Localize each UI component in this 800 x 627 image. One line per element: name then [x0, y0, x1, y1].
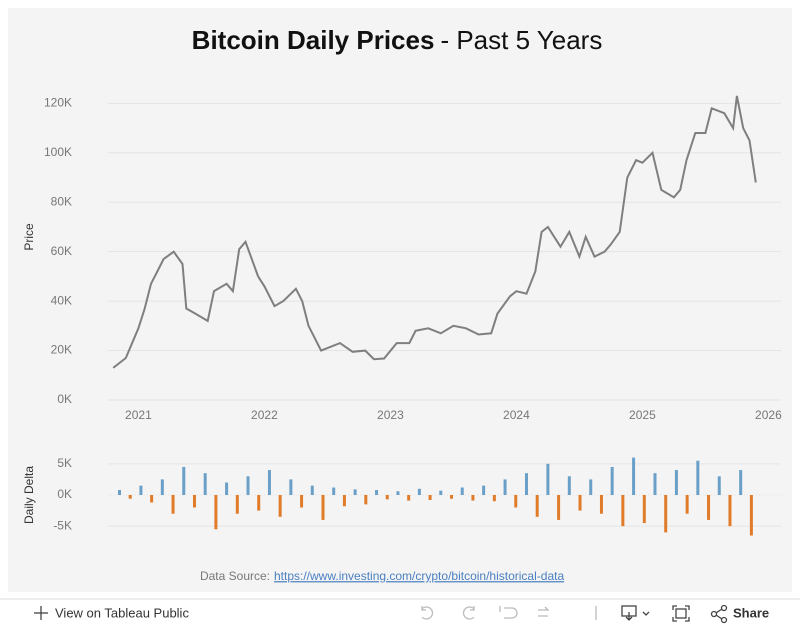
y-tick-label: 0K: [57, 487, 72, 501]
delta-bar: [482, 485, 486, 495]
delta-bar: [546, 463, 550, 495]
delta-bar: [150, 495, 154, 503]
delta-bar: [192, 495, 196, 508]
delta-bar: [471, 495, 475, 501]
source-label: Data Source:: [200, 569, 270, 583]
delta-bar: [557, 495, 561, 520]
delta-bar: [118, 490, 121, 495]
y-tick-label: 60K: [51, 244, 72, 258]
delta-bar: [610, 466, 614, 495]
delta-bar: [664, 495, 668, 533]
delta-bar: [171, 495, 175, 514]
delta-bar: [160, 479, 164, 495]
delta-bar: [321, 495, 325, 520]
x-tick-label: 2023: [377, 408, 404, 422]
source-link[interactable]: https://www.investing.com/crypto/bitcoin…: [274, 569, 564, 583]
delta-bar: [300, 495, 304, 508]
delta-bar: [289, 479, 293, 495]
delta-bar: [257, 495, 261, 511]
delta-bar: [578, 495, 582, 511]
delta-bar: [535, 495, 539, 517]
delta-bar: [385, 495, 389, 500]
delta-bar: [567, 476, 571, 495]
delta-bar: [332, 487, 336, 495]
delta-bar: [407, 495, 411, 501]
share-link[interactable]: Share: [733, 605, 769, 620]
delta-bar: [696, 460, 700, 495]
y-tick-label: 5K: [57, 456, 72, 470]
delta-bar: [182, 466, 186, 495]
delta-bar: [342, 495, 346, 507]
title: Bitcoin Daily Prices - Past 5 Years: [192, 25, 603, 55]
delta-bar: [139, 485, 143, 495]
y-tick-label: 40K: [51, 293, 72, 307]
delta-bar: [396, 491, 400, 495]
delta-bar: [632, 457, 636, 495]
delta-bar: [739, 470, 743, 495]
delta-bar: [235, 495, 239, 514]
delta-bar: [621, 495, 625, 527]
price-line: [112, 95, 757, 369]
download-icon[interactable]: [621, 605, 650, 621]
delta-bar: [674, 470, 678, 495]
delta-bar: [310, 485, 314, 495]
y-tick-label: 0K: [57, 392, 72, 406]
delta-bar: [707, 495, 711, 520]
y-tick-label: 20K: [51, 343, 72, 357]
delta-bar: [589, 479, 593, 495]
delta-bar: [278, 495, 282, 517]
y-axis-title: Price: [22, 223, 36, 251]
dashboard-bg: [8, 8, 792, 592]
chart-subtitle: - Past 5 Years: [440, 25, 602, 55]
delta-bar: [653, 473, 657, 495]
delta-bar: [728, 495, 732, 527]
delta-bar: [364, 495, 368, 505]
delta-bar: [214, 495, 218, 530]
delta-bar: [267, 470, 271, 495]
delta-bar: [225, 482, 229, 495]
toolbar-icons: [421, 606, 597, 620]
delta-bar: [353, 489, 357, 495]
delta-bar: [460, 487, 464, 495]
delta-bar: [428, 495, 432, 500]
delta-bar: [417, 488, 421, 495]
x-tick-label: 2025: [629, 408, 656, 422]
x-tick-label: 2022: [251, 408, 278, 422]
y-tick-label: 100K: [44, 145, 72, 159]
delta-bar: [503, 479, 507, 495]
tableau-icon[interactable]: [34, 606, 48, 620]
fullscreen-icon[interactable]: [672, 605, 690, 622]
chart-title: Bitcoin Daily Prices: [192, 25, 435, 55]
delta-bar: [749, 495, 753, 536]
delta-bar: [246, 476, 250, 495]
y-tick-label: 120K: [44, 96, 72, 110]
delta-bar: [492, 495, 496, 502]
x-tick-label: 2021: [125, 408, 152, 422]
view-link[interactable]: View on Tableau Public: [55, 605, 189, 620]
y-tick-label: 80K: [51, 194, 72, 208]
y-axis-title: Daily Delta: [22, 466, 36, 524]
share-icon[interactable]: [710, 604, 728, 624]
delta-bar: [717, 476, 721, 495]
delta-bar: [203, 473, 207, 495]
delta-bar: [599, 495, 603, 514]
x-tick-label: 2026: [755, 408, 782, 422]
delta-bar: [450, 495, 454, 499]
delta-bar: [514, 495, 518, 508]
x-tick-label: 2024: [503, 408, 530, 422]
y-tick-label: -5K: [53, 518, 72, 532]
delta-bar: [439, 490, 443, 495]
delta-bar: [642, 495, 646, 524]
delta-bar: [375, 490, 379, 495]
delta-bar: [685, 495, 689, 514]
delta-bar: [128, 495, 132, 499]
delta-bar: [524, 473, 528, 495]
